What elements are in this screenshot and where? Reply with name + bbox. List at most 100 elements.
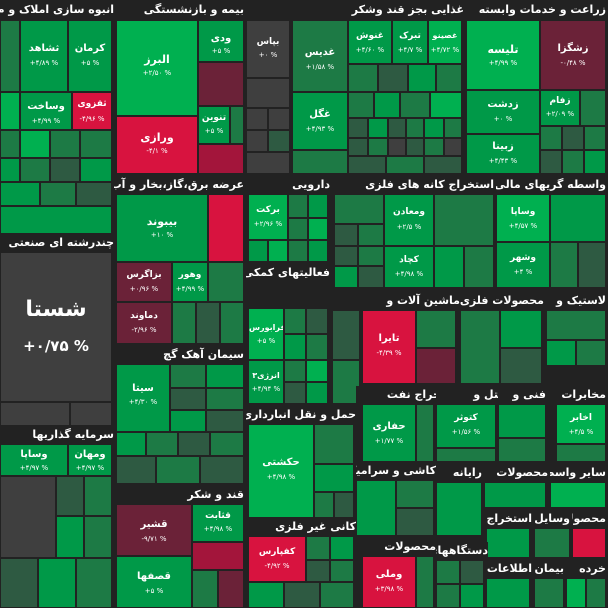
tile-sshahed[interactable]: ثشاهد +۴/۸۹ % — [20, 20, 68, 92]
tile-unnamed[interactable] — [116, 456, 156, 484]
tile-unnamed[interactable] — [268, 130, 290, 152]
tile-unnamed[interactable] — [484, 482, 546, 508]
tile-varazi[interactable]: ورازی -۴/۱ % — [116, 116, 198, 174]
tile-unnamed[interactable] — [562, 150, 584, 174]
tile-unnamed[interactable] — [358, 224, 384, 246]
tile-ghadis[interactable]: غدیس +۱/۵۸ % — [292, 20, 348, 92]
sector-header-construction[interactable]: انبوه سازی املاک و م — [0, 1, 114, 19]
tile-unnamed[interactable] — [288, 240, 308, 262]
tile-unnamed[interactable] — [424, 138, 444, 156]
tile-unnamed[interactable] — [486, 578, 530, 608]
tile-unnamed[interactable] — [0, 92, 20, 130]
tile-unnamed[interactable] — [584, 126, 606, 150]
tile-unnamed[interactable] — [356, 480, 396, 536]
sector-header-plastic[interactable]: لاستیک و — [546, 292, 606, 310]
tile-unnamed[interactable] — [498, 438, 546, 462]
sector-header-computer[interactable]: رایانه — [436, 464, 482, 482]
sector-header-non-metal-mining[interactable]: کانی غیر فلزی — [246, 518, 356, 536]
tile-unnamed[interactable] — [556, 444, 606, 462]
tile-unnamed[interactable] — [38, 558, 76, 608]
tile-unnamed[interactable] — [246, 108, 268, 130]
tile-unnamed[interactable] — [314, 492, 334, 518]
tile-unnamed[interactable] — [460, 584, 484, 608]
tile-unnamed[interactable] — [288, 218, 308, 240]
tile-hakshti[interactable]: حکشتی +۴/۹۸ % — [248, 424, 314, 518]
tile-unnamed[interactable] — [0, 158, 20, 182]
tile-unnamed[interactable] — [0, 476, 56, 558]
tile-valborz[interactable]: البرز +۲/۵۰ % — [116, 20, 198, 116]
tile-unnamed[interactable] — [540, 126, 562, 150]
tile-unnamed[interactable] — [444, 138, 462, 156]
tile-unnamed[interactable] — [408, 64, 436, 92]
tile-unnamed[interactable] — [0, 20, 20, 92]
tile-unnamed[interactable] — [566, 578, 586, 608]
tile-unnamed[interactable] — [580, 90, 606, 126]
sector-header-electric[interactable]: عرضه برق،گاز،بخار و آب گرم — [114, 176, 244, 194]
tile-unnamed[interactable] — [198, 144, 244, 174]
tile-unnamed[interactable] — [206, 388, 244, 410]
tile-safari[interactable]: ثقزوی -۴/۹۶ % — [72, 92, 112, 130]
tile-unnamed[interactable] — [50, 130, 80, 158]
tile-unnamed[interactable] — [172, 302, 196, 344]
sector-header-insurance2[interactable]: بیمان — [534, 560, 564, 578]
tile-zshgza[interactable]: زشگزا -۰/۴۸ % — [540, 20, 606, 90]
tile-unnamed[interactable] — [0, 558, 38, 608]
tile-vmahan[interactable]: ومهان +۴/۹۷ % — [68, 444, 112, 476]
tile-unnamed[interactable] — [434, 246, 464, 288]
tile-unnamed[interactable] — [70, 402, 112, 426]
tile-unnamed[interactable] — [56, 516, 84, 558]
tile-unnamed[interactable] — [206, 410, 244, 432]
tile-unnamed[interactable] — [56, 476, 84, 516]
tile-unnamed[interactable] — [314, 464, 354, 492]
tile-ghooshak[interactable]: غنوش +۴/۶۰ % — [348, 20, 392, 64]
sector-header-other-intermediation[interactable]: سایر واسطه — [550, 464, 606, 482]
sector-header-textiles[interactable]: دستگاههای — [436, 542, 488, 560]
tile-zbina[interactable]: زبینا +۴/۴۳ % — [466, 134, 540, 174]
sector-header-products2[interactable]: محصولات — [356, 538, 436, 556]
tile-ghesiyo[interactable]: غصینو +۴/۷۲ % — [428, 20, 462, 64]
sector-header-mineral-extraction[interactable]: استخراج کانه های فلزی — [332, 176, 494, 194]
tile-unnamed[interactable] — [306, 334, 328, 360]
tile-unnamed[interactable] — [84, 516, 112, 558]
tile-unnamed[interactable] — [0, 402, 70, 426]
tile-unnamed[interactable] — [40, 182, 76, 206]
sector-header-products[interactable]: محصولات — [484, 464, 548, 482]
tile-unnamed[interactable] — [572, 528, 606, 558]
tile-unnamed[interactable] — [378, 64, 408, 92]
tile-unnamed[interactable] — [396, 480, 434, 508]
tile-unnamed[interactable] — [306, 308, 328, 334]
tile-unnamed[interactable] — [146, 432, 178, 456]
tile-unnamed[interactable] — [436, 482, 482, 536]
tile-akhaber[interactable]: اخابر +۴/۵ % — [556, 404, 606, 444]
tile-kfaras[interactable]: کفپارس -۴/۹۲ % — [248, 536, 306, 582]
sector-header-retail[interactable]: خرده — [566, 560, 606, 578]
tile-unnamed[interactable] — [284, 582, 320, 608]
tile-unnamed[interactable] — [416, 348, 456, 384]
tile-unnamed[interactable] — [200, 456, 244, 484]
tile-unnamed[interactable] — [416, 404, 434, 462]
tile-unnamed[interactable] — [230, 106, 244, 144]
tile-unnamed[interactable] — [540, 150, 562, 174]
tile-unnamed[interactable] — [562, 126, 584, 150]
tile-unnamed[interactable] — [76, 182, 112, 206]
tile-unnamed[interactable] — [576, 340, 606, 366]
tile-unnamed[interactable] — [284, 334, 306, 360]
tile-unnamed[interactable] — [156, 456, 200, 484]
tile-unnamed[interactable] — [368, 138, 388, 156]
tile-unnamed[interactable] — [550, 242, 578, 288]
tile-unnamed[interactable] — [198, 62, 244, 106]
tile-ghshir[interactable]: قشیر -۹/۷۱ % — [116, 504, 192, 556]
tile-katoz[interactable]: کتوثر +۱/۵۶ % — [436, 404, 496, 448]
tile-vadi[interactable]: ودی +۵ % — [198, 20, 244, 62]
tile-unnamed[interactable] — [0, 182, 40, 206]
tile-unnamed[interactable] — [358, 246, 384, 266]
tile-unnamed[interactable] — [546, 310, 606, 340]
tile-unnamed[interactable] — [268, 240, 288, 262]
tile-unnamed[interactable] — [416, 556, 434, 608]
tile-unnamed[interactable] — [500, 348, 542, 384]
tile-unnamed[interactable] — [246, 130, 268, 152]
tile-unnamed[interactable] — [348, 118, 368, 138]
sector-header-agriculture[interactable]: زراعت و خدمات وابسته — [466, 1, 606, 19]
tile-unnamed[interactable] — [500, 310, 542, 348]
tile-sita[interactable]: سیتا +۴/۳۰ % — [116, 364, 170, 432]
